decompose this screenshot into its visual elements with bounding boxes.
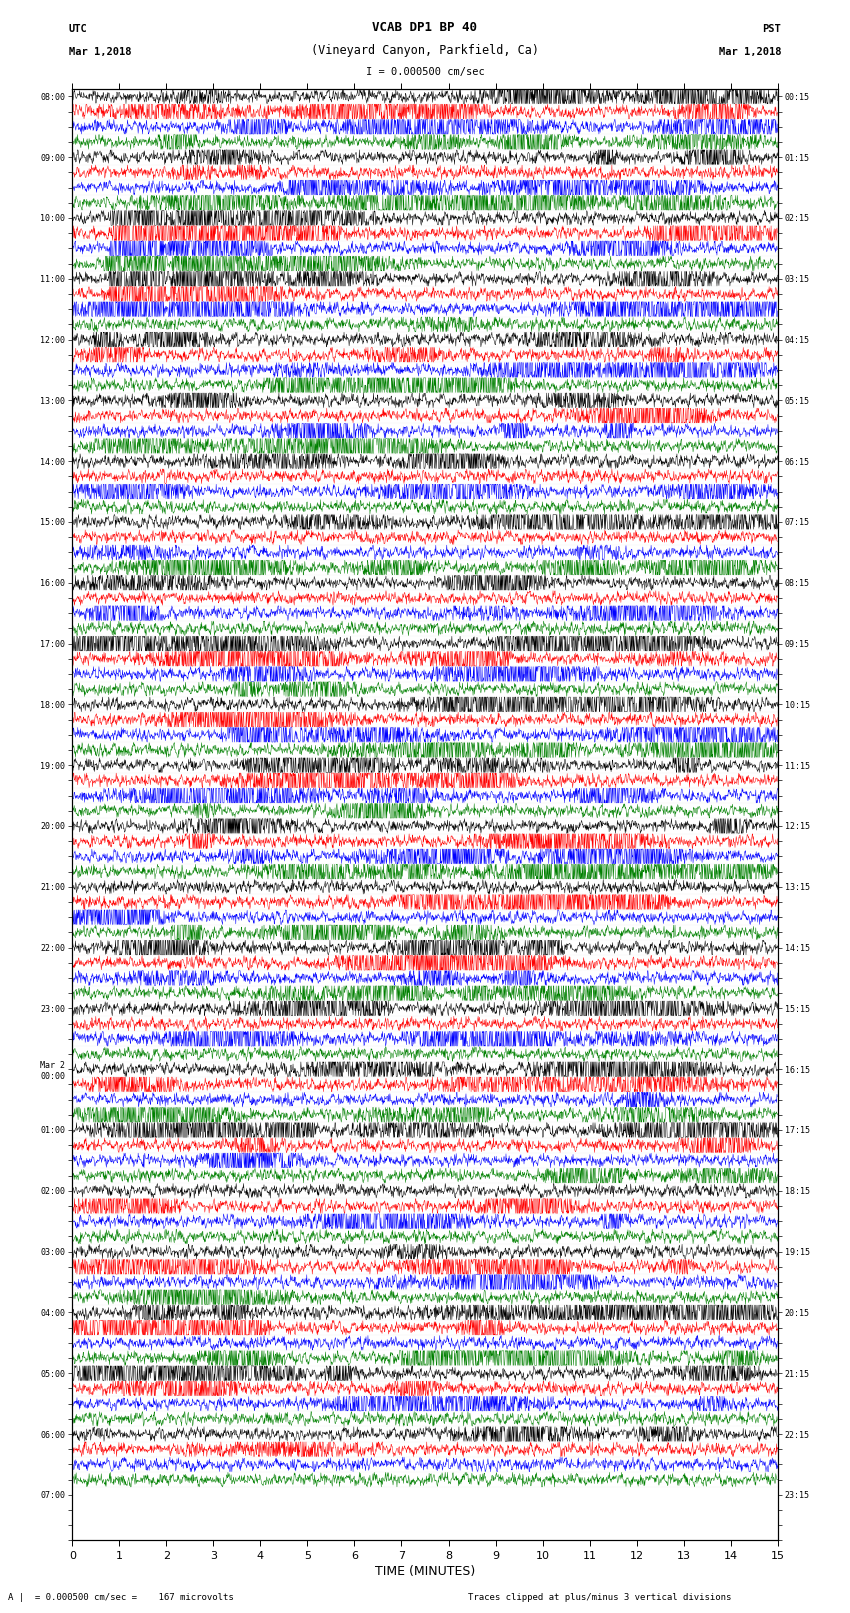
Text: Mar 1,2018: Mar 1,2018: [719, 47, 781, 56]
Text: Traces clipped at plus/minus 3 vertical divisions: Traces clipped at plus/minus 3 vertical …: [468, 1594, 731, 1602]
Text: UTC: UTC: [69, 24, 88, 34]
X-axis label: TIME (MINUTES): TIME (MINUTES): [375, 1565, 475, 1578]
Text: VCAB DP1 BP 40: VCAB DP1 BP 40: [372, 21, 478, 34]
Text: PST: PST: [762, 24, 781, 34]
Text: Mar 1,2018: Mar 1,2018: [69, 47, 131, 56]
Text: A |  = 0.000500 cm/sec =    167 microvolts: A | = 0.000500 cm/sec = 167 microvolts: [8, 1594, 235, 1602]
Text: (Vineyard Canyon, Parkfield, Ca): (Vineyard Canyon, Parkfield, Ca): [311, 44, 539, 56]
Text: I = 0.000500 cm/sec: I = 0.000500 cm/sec: [366, 68, 484, 77]
